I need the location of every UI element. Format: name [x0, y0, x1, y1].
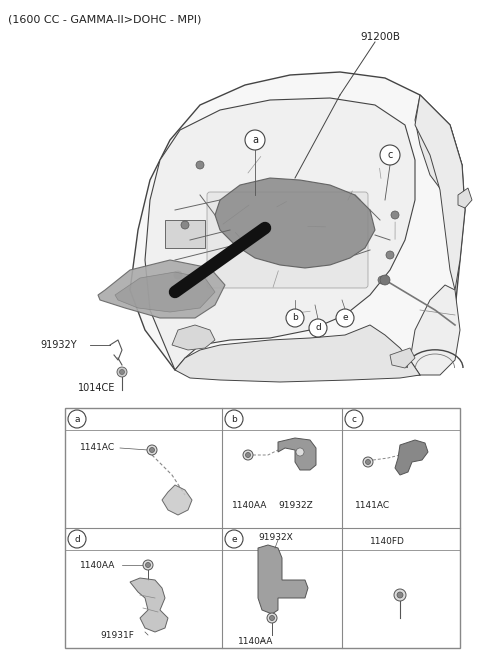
Bar	[65, 408, 460, 648]
Circle shape	[296, 448, 304, 456]
Circle shape	[181, 221, 189, 229]
Text: 91932Y: 91932Y	[40, 340, 77, 350]
Text: 91932X: 91932X	[258, 533, 293, 543]
Circle shape	[149, 447, 155, 453]
Circle shape	[174, 271, 182, 279]
Circle shape	[309, 319, 327, 337]
Text: 1140FD: 1140FD	[370, 537, 405, 546]
Circle shape	[245, 130, 265, 150]
Text: 1141AC: 1141AC	[80, 443, 115, 453]
Bar	[165, 220, 205, 248]
Circle shape	[397, 592, 403, 598]
Polygon shape	[115, 272, 215, 312]
Circle shape	[225, 410, 243, 428]
Text: c: c	[351, 415, 357, 424]
Text: (1600 CC - GAMMA-II>DOHC - MPI): (1600 CC - GAMMA-II>DOHC - MPI)	[8, 14, 202, 24]
Circle shape	[68, 530, 86, 548]
Polygon shape	[390, 348, 415, 368]
Circle shape	[143, 560, 153, 570]
Circle shape	[147, 445, 157, 455]
Text: 1140AA: 1140AA	[80, 560, 115, 569]
Circle shape	[336, 309, 354, 327]
Text: 91931F: 91931F	[100, 630, 134, 640]
Text: 1014CE: 1014CE	[78, 383, 115, 393]
Text: 1141AC: 1141AC	[355, 501, 390, 510]
Circle shape	[225, 530, 243, 548]
Circle shape	[378, 276, 386, 284]
Text: c: c	[387, 150, 393, 160]
Polygon shape	[98, 260, 225, 318]
Text: 1140AA: 1140AA	[232, 501, 267, 510]
Circle shape	[243, 450, 253, 460]
FancyBboxPatch shape	[207, 192, 368, 288]
Polygon shape	[410, 285, 460, 375]
Text: d: d	[315, 323, 321, 333]
Polygon shape	[130, 72, 465, 375]
Text: a: a	[252, 135, 258, 145]
Text: b: b	[292, 314, 298, 323]
Circle shape	[145, 562, 151, 567]
Circle shape	[120, 369, 124, 375]
Text: e: e	[231, 535, 237, 544]
Circle shape	[267, 613, 277, 623]
Polygon shape	[258, 545, 308, 614]
Text: a: a	[74, 415, 80, 424]
Text: 1140AA: 1140AA	[238, 638, 274, 647]
Polygon shape	[458, 188, 472, 208]
Circle shape	[380, 275, 390, 285]
Polygon shape	[415, 95, 462, 210]
Polygon shape	[172, 325, 215, 350]
Circle shape	[391, 211, 399, 219]
Circle shape	[386, 251, 394, 259]
Polygon shape	[215, 178, 375, 268]
Text: b: b	[231, 415, 237, 424]
Polygon shape	[175, 325, 420, 382]
Circle shape	[365, 459, 371, 464]
Polygon shape	[130, 578, 168, 632]
Polygon shape	[278, 438, 316, 470]
Circle shape	[345, 410, 363, 428]
Text: e: e	[342, 314, 348, 323]
Text: 91200B: 91200B	[360, 32, 400, 42]
Polygon shape	[145, 98, 415, 370]
Text: d: d	[74, 535, 80, 544]
Circle shape	[286, 309, 304, 327]
Circle shape	[269, 615, 275, 621]
Circle shape	[196, 161, 204, 169]
Polygon shape	[395, 440, 428, 475]
Circle shape	[68, 410, 86, 428]
Polygon shape	[415, 95, 465, 290]
Circle shape	[117, 367, 127, 377]
Polygon shape	[162, 485, 192, 515]
Circle shape	[380, 145, 400, 165]
Circle shape	[394, 589, 406, 601]
Circle shape	[363, 457, 373, 467]
Text: 91932Z: 91932Z	[278, 501, 313, 510]
Circle shape	[245, 453, 251, 457]
